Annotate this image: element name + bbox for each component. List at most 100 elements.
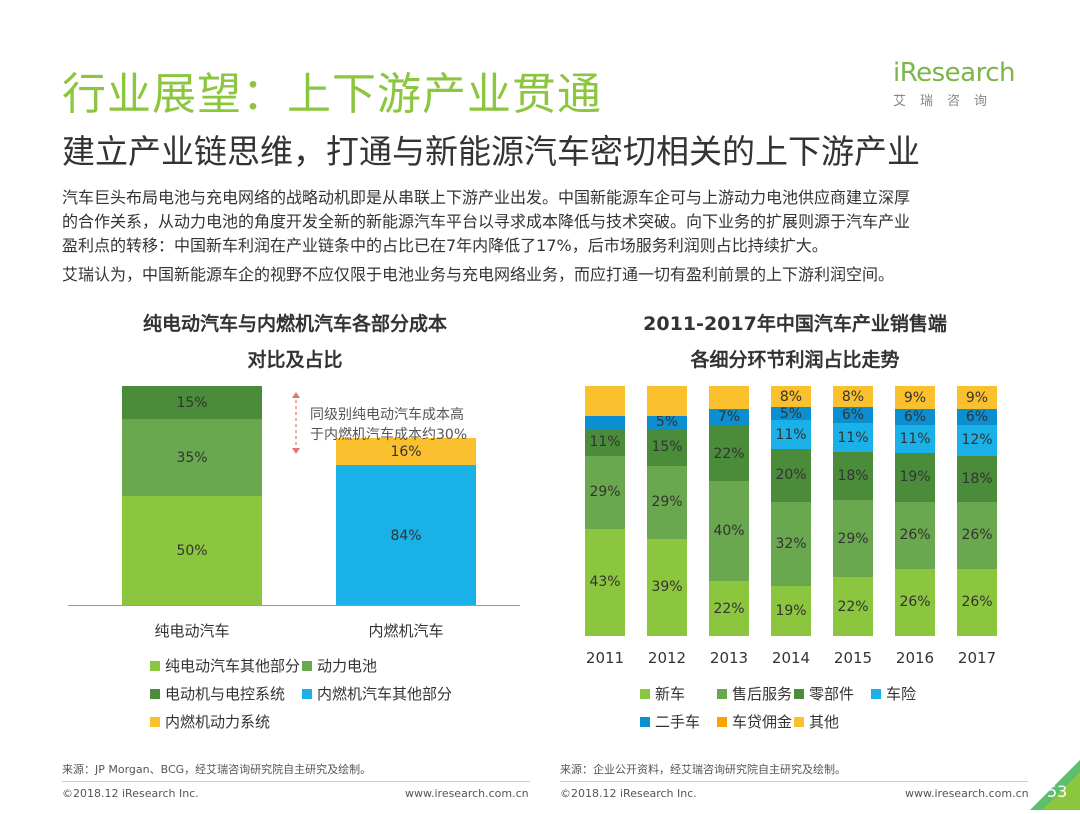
chart1-title-line2: 对比及占比 bbox=[247, 349, 343, 371]
chart2-bar-segment: 15% bbox=[647, 428, 687, 466]
chart2-data-label: 11% bbox=[837, 429, 869, 446]
chart2-data-label: 11% bbox=[589, 434, 621, 451]
chart2-legend-item: 零部件 bbox=[794, 683, 854, 704]
chart2-data-label: 8% bbox=[841, 388, 865, 405]
chart2-bar-segment: 22% bbox=[709, 426, 749, 481]
chart2-category-label: 2014 bbox=[771, 649, 811, 667]
chart2-bar-segment: 39% bbox=[647, 538, 687, 636]
chart2-bar-segment bbox=[585, 416, 625, 429]
legend-swatch bbox=[150, 660, 160, 671]
legend-swatch bbox=[640, 716, 650, 727]
legend-swatch bbox=[794, 716, 804, 727]
chart2-data-label: 7% bbox=[717, 409, 741, 426]
chart2-bar-segment: 5% bbox=[771, 406, 811, 422]
chart2-data-label: 26% bbox=[961, 527, 993, 544]
body-paragraph-line: 的合作关系，从动力电池的角度开发全新的新能源汽车平台以寻求成本降低与技术突破。向… bbox=[62, 212, 911, 231]
logo-text: iResearch bbox=[893, 58, 1015, 88]
legend-label: 新车 bbox=[655, 685, 686, 703]
legend-swatch bbox=[302, 688, 312, 699]
chart2-data-label: 26% bbox=[899, 594, 931, 611]
chart2-bar-segment: 18% bbox=[957, 455, 997, 502]
chart2-legend-item: 新车 bbox=[640, 683, 685, 704]
chart2-category-label: 2013 bbox=[709, 649, 749, 667]
legend-label: 售后服务 bbox=[732, 685, 793, 703]
chart2-bar-segment: 11% bbox=[833, 423, 873, 453]
chart1-category-label: 内燃机汽车 bbox=[368, 622, 444, 640]
chart1-legend-item: 纯电动汽车其他部分 bbox=[150, 655, 300, 676]
chart1-plot-area: 50% 35% 15% 84% 16% bbox=[68, 386, 538, 606]
chart1-bar-segment: 50% bbox=[122, 496, 262, 606]
chart2-data-label: 32% bbox=[775, 535, 807, 552]
chart2-data-label: 26% bbox=[899, 527, 931, 544]
chart2-category-label: 2016 bbox=[895, 649, 935, 667]
chart1-data-label: 35% bbox=[176, 449, 208, 466]
chart2-data-label: 9% bbox=[903, 389, 927, 406]
legend-label: 动力电池 bbox=[317, 657, 378, 675]
legend-swatch bbox=[150, 688, 160, 699]
chart2-bar-segment: 9% bbox=[895, 386, 935, 410]
chart2-data-label: 9% bbox=[965, 389, 989, 406]
page-number: 53 bbox=[1047, 782, 1068, 801]
chart2-bar-segment: 11% bbox=[895, 424, 935, 453]
chart1-axis-line bbox=[68, 605, 520, 606]
chart2-category-label: 2011 bbox=[585, 649, 625, 667]
chart2-bar-segment bbox=[709, 386, 749, 409]
legend-label: 内燃机汽车其他部分 bbox=[317, 685, 453, 703]
chart2-bar-segment: 43% bbox=[585, 528, 625, 636]
chart2-bar-segment: 6% bbox=[957, 409, 997, 425]
legend-label: 零部件 bbox=[809, 685, 855, 703]
chart2-bar-segment: 11% bbox=[585, 428, 625, 456]
annotation-line: 同级别纯电动汽车成本高 bbox=[310, 407, 464, 423]
chart1-bar-segment: 16% bbox=[336, 438, 476, 466]
chart2-title-line2: 各细分环节利润占比走势 bbox=[690, 349, 900, 371]
chart2-bar-segment: 26% bbox=[895, 501, 935, 569]
chart2-bar-segment: 12% bbox=[957, 424, 997, 456]
chart2-data-label: 12% bbox=[961, 432, 993, 449]
logo-cn: 艾瑞咨询 bbox=[893, 94, 1002, 109]
chart2-data-label: 40% bbox=[713, 523, 745, 539]
chart1-legend-item: 动力电池 bbox=[302, 655, 377, 676]
chart2-data-label: 11% bbox=[775, 426, 807, 443]
chart2-plot-area: 43% 29% 11% 39% 29% 15% 5% 22% 40% 22% 7% 19% 32% 20%… bbox=[575, 386, 1015, 636]
legend-swatch bbox=[871, 688, 881, 699]
page-subtitle: 建立产业链思维，打通与新能源汽车密切相关的上下游产业 bbox=[62, 132, 920, 171]
chart2-data-label: 26% bbox=[961, 594, 993, 611]
chart1-legend-item: 电动机与电控系统 bbox=[150, 683, 285, 704]
chart1-annotation: 同级别纯电动汽车成本高 于内燃机汽车成本约30% bbox=[310, 405, 467, 445]
legend-swatch bbox=[640, 688, 650, 699]
chart2-bar-segment: 19% bbox=[771, 586, 811, 636]
chart2-bar-segment: 22% bbox=[709, 581, 749, 636]
page-corner bbox=[1030, 760, 1080, 810]
chart1-bar-segment: 15% bbox=[122, 386, 262, 419]
chart2-data-label: 18% bbox=[837, 468, 869, 485]
footer-divider-left bbox=[62, 781, 530, 782]
chart2-bar-segment bbox=[585, 386, 625, 416]
legend-swatch bbox=[302, 660, 312, 671]
chart1-title-line1: 纯电动汽车与内燃机汽车各部分成本 bbox=[142, 313, 447, 335]
chart2-bar-segment bbox=[647, 386, 687, 416]
chart1-data-label: 50% bbox=[176, 543, 208, 559]
chart2-data-label: 39% bbox=[651, 579, 683, 596]
chart2-bar-segment: 22% bbox=[833, 577, 873, 636]
chart1-source: 来源：JP Morgan、BCG，经艾瑞咨询研究院自主研究及绘制。 bbox=[62, 763, 372, 776]
chart2-bar-segment: 26% bbox=[957, 501, 997, 569]
chart2-legend-item: 二手车 bbox=[640, 711, 700, 732]
body-paragraph-line: 艾瑞认为，中国新能源车企的视野不应仅限于电池业务与充电网络业务，而应打通一切有盈… bbox=[62, 265, 895, 284]
chart2-bar-segment: 26% bbox=[957, 568, 997, 636]
chart1-bar-segment: 35% bbox=[122, 419, 262, 496]
chart2-legend-item: 其他 bbox=[794, 711, 839, 732]
chart2-bar-segment: 6% bbox=[895, 408, 935, 425]
logo: iResearch 艾瑞咨询 bbox=[893, 58, 1015, 109]
chart2-data-label: 15% bbox=[651, 439, 683, 456]
annotation-bracket bbox=[290, 392, 302, 454]
footer-url-left: www.iresearch.com.cn bbox=[405, 787, 529, 800]
chart2-data-label: 11% bbox=[899, 430, 931, 447]
page-title: 行业展望：上下游产业贯通 bbox=[62, 69, 602, 120]
chart2-bar-segment: 9% bbox=[957, 386, 997, 410]
chart2-data-label: 6% bbox=[903, 408, 927, 425]
legend-label: 纯电动汽车其他部分 bbox=[165, 657, 301, 675]
body-paragraph-line: 盈利点的转移：中国新车利润在产业链条中的占比已在7年内降低了17%，后市场服务利… bbox=[62, 236, 828, 255]
chart1-data-label: 15% bbox=[176, 394, 208, 411]
legend-swatch bbox=[717, 688, 727, 699]
chart2-title-line1: 2011-2017年中国汽车产业销售端 bbox=[643, 313, 947, 335]
